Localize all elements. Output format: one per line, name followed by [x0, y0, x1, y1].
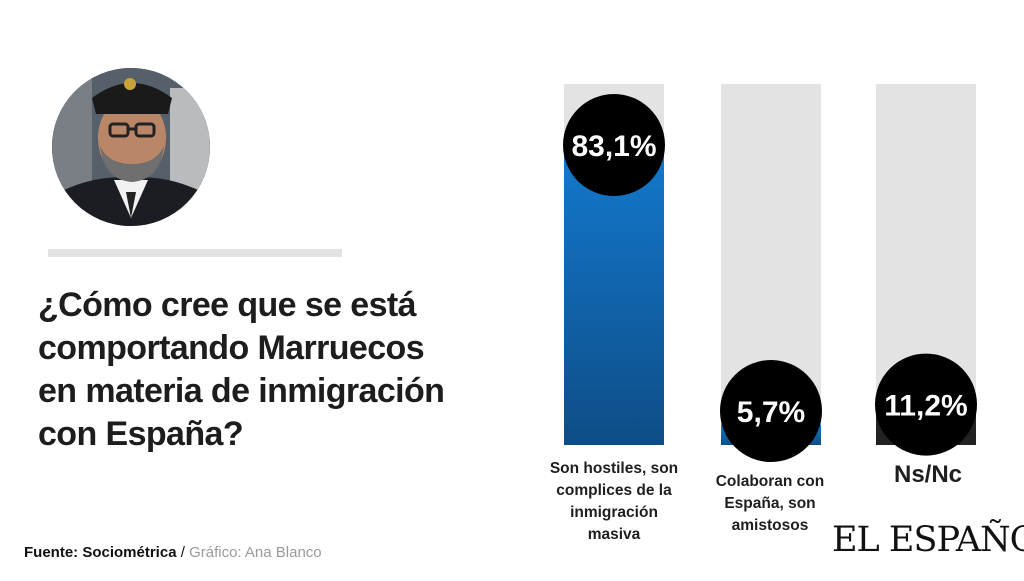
source-label: Fuente: Sociométrica	[24, 544, 177, 561]
value-label-2: 5,7%	[737, 396, 805, 429]
value-label-3: 11,2%	[884, 390, 967, 423]
source-line: Fuente: Sociométrica / Gráfico: Ana Blan…	[24, 544, 322, 561]
graphic-credit: Gráfico: Ana Blanco	[189, 544, 322, 561]
portrait-photo	[52, 68, 210, 226]
chart-question-title: ¿Cómo cree que se está comportando Marru…	[38, 286, 445, 453]
value-bubble-1	[563, 94, 665, 197]
value-bubble-2	[720, 360, 822, 462]
category-label-1: Son hostiles, son complices de la inmigr…	[549, 460, 679, 543]
source-separator: /	[176, 544, 190, 561]
category-label-2: Colaboran con España, son amistosos	[715, 473, 825, 534]
title-divider	[48, 249, 342, 257]
value-bubble-3	[875, 353, 977, 456]
category-label-3: Ns/Nc	[893, 461, 963, 488]
value-label-1: 83,1%	[571, 130, 656, 163]
bar-chart: 83,1% 5,7% 11,2% Son hostiles, son complic…	[530, 0, 1024, 576]
portrait-illustration	[52, 68, 210, 226]
bar-chart-svg: 83,1% 5,7% 11,2%	[563, 84, 977, 462]
el-espanol-logo: EL ESPAÑOL	[832, 520, 1024, 560]
